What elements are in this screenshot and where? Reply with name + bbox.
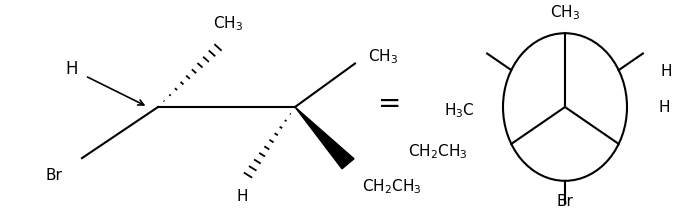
Text: H$_3$C: H$_3$C [444,101,475,120]
Text: CH$_3$: CH$_3$ [550,3,580,22]
Text: H: H [66,60,78,78]
Polygon shape [295,107,354,169]
Text: CH$_3$: CH$_3$ [368,47,398,66]
Text: H: H [660,64,671,78]
Text: CH$_2$CH$_3$: CH$_2$CH$_3$ [362,177,421,196]
Text: H: H [658,100,669,115]
Text: =: = [378,90,402,118]
Text: H: H [237,189,248,204]
Text: Br: Br [556,194,573,209]
Text: CH$_3$: CH$_3$ [213,15,243,33]
Text: Br: Br [45,168,62,183]
Text: CH$_2$CH$_3$: CH$_2$CH$_3$ [408,142,468,161]
